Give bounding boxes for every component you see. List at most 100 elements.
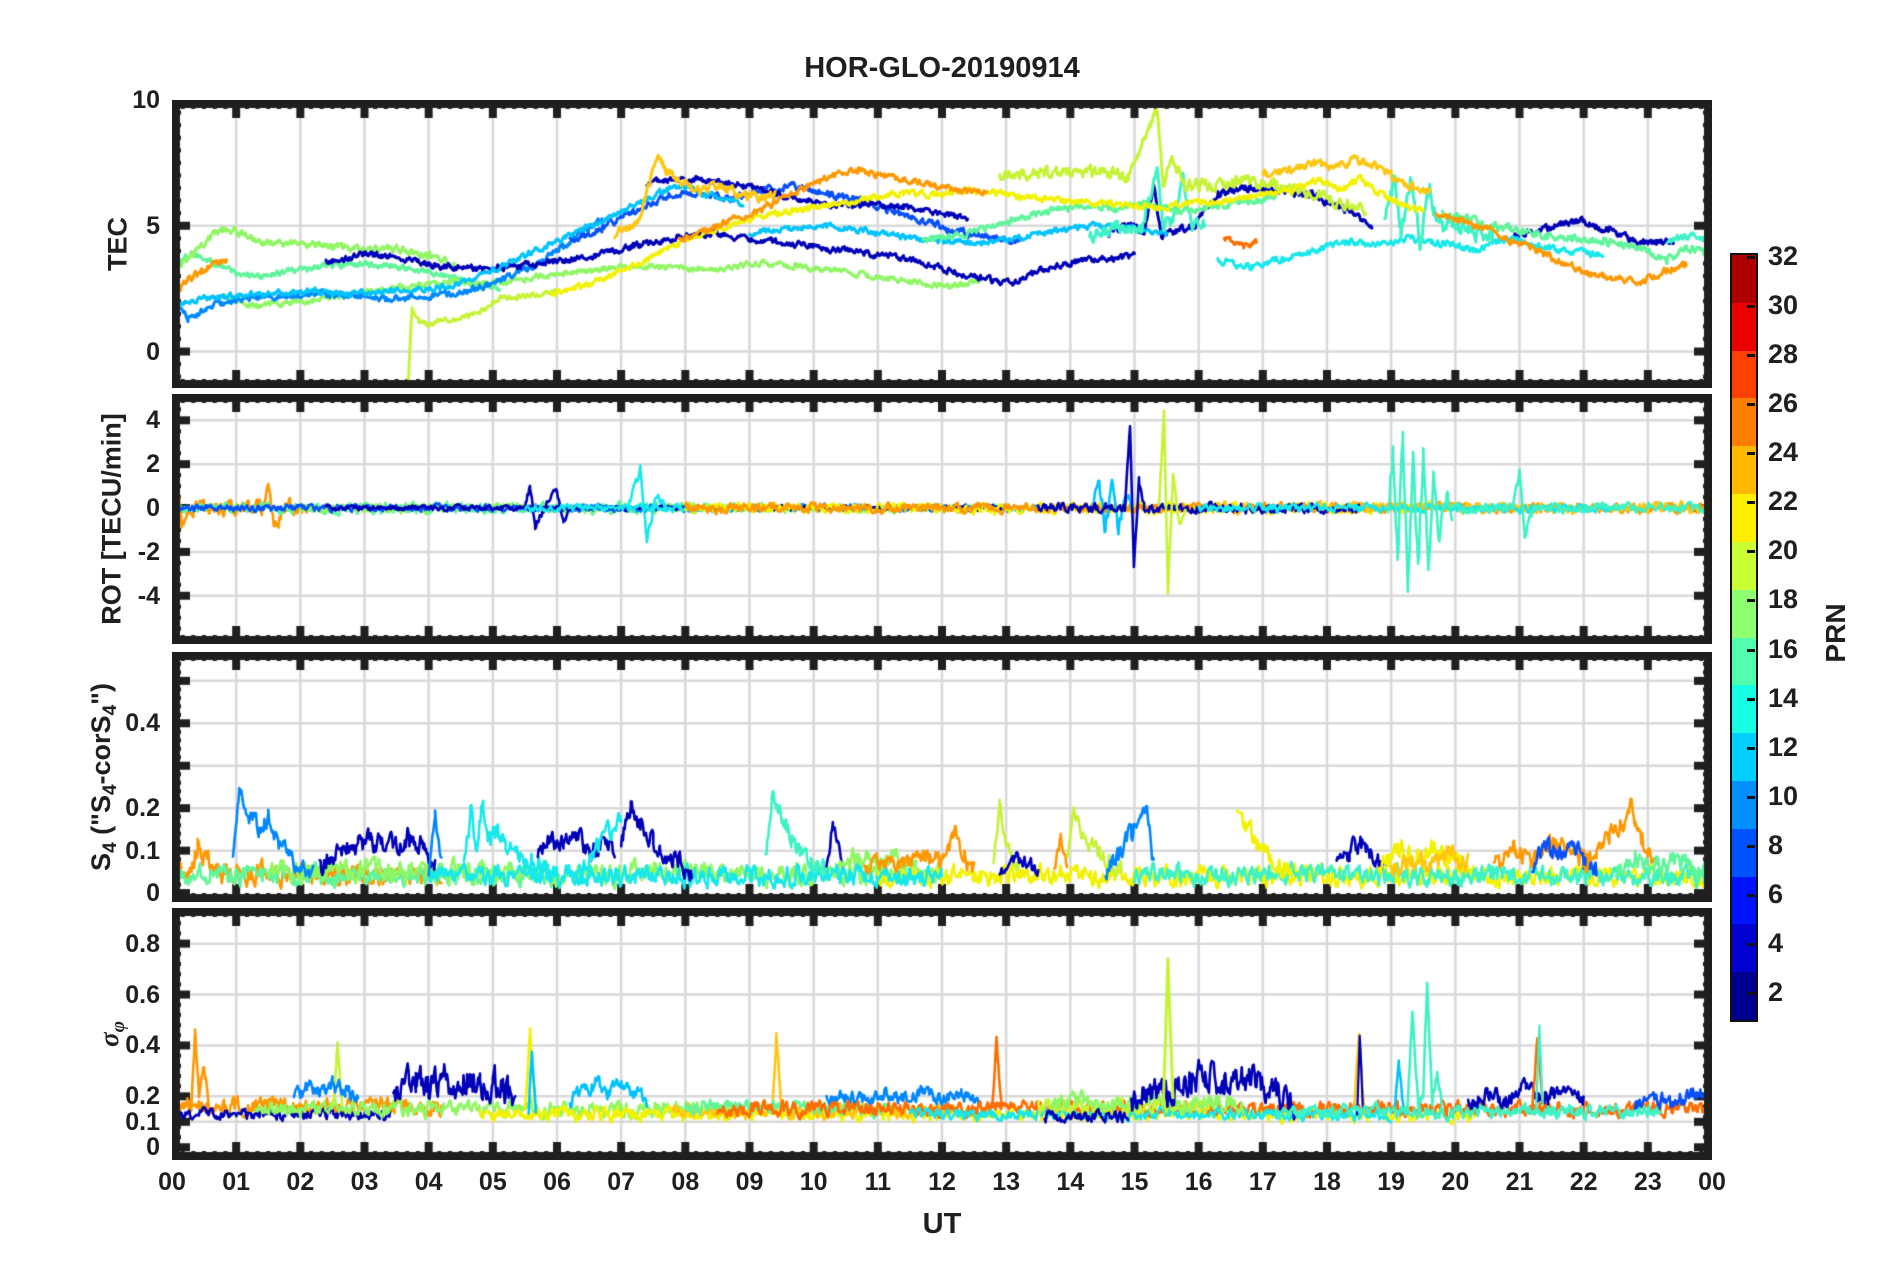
colorbar-band — [1732, 972, 1756, 1020]
y-tick-label: 0.4 — [125, 709, 160, 738]
x-tick-label: 14 — [1056, 1168, 1085, 1196]
colorbar-band — [1732, 541, 1756, 590]
panel-s4 — [172, 652, 1712, 902]
y-tick-label: 0 — [146, 1133, 160, 1162]
x-tick-label: 18 — [1313, 1168, 1341, 1196]
x-tick-label: 11 — [864, 1168, 892, 1196]
x-tick-label: 17 — [1248, 1168, 1277, 1196]
colorbar-tick — [1747, 648, 1755, 652]
colorbar-tick — [1747, 992, 1755, 995]
colorbar-band — [1732, 589, 1756, 638]
x-tick-label: 04 — [414, 1168, 443, 1196]
colorbar-tick-label: 6 — [1768, 878, 1784, 909]
colorbar-tick — [1747, 746, 1755, 750]
y-tick-label: -4 — [137, 581, 160, 610]
colorbar-tick-label: 4 — [1768, 927, 1784, 958]
x-tick-label: 06 — [543, 1168, 571, 1196]
ylabel-text: ") — [85, 683, 116, 705]
x-tick-label: 20 — [1441, 1168, 1470, 1196]
y-tick-label: -2 — [137, 537, 160, 566]
colorbar-tick — [1747, 942, 1755, 946]
colorbar-tick-label: 22 — [1768, 486, 1799, 517]
colorbar-tick — [1747, 697, 1755, 701]
colorbar-band — [1732, 398, 1756, 447]
x-tick-label: 00 — [1698, 1168, 1726, 1196]
colorbar-tick — [1747, 599, 1755, 603]
colorbar-tick — [1747, 354, 1755, 358]
colorbar-band — [1732, 876, 1756, 925]
colorbar-tick — [1747, 844, 1755, 848]
colorbar-band — [1732, 350, 1756, 399]
y-tick-label: 4 — [146, 406, 160, 435]
panel-rot — [172, 394, 1712, 644]
colorbar-band — [1732, 255, 1756, 303]
x-tick-label: 23 — [1633, 1168, 1662, 1196]
colorbar-tick-label: 12 — [1768, 731, 1799, 762]
y-tick-label: 0 — [146, 337, 160, 366]
x-tick-label: 15 — [1120, 1168, 1149, 1196]
colorbar-tick-label: 30 — [1768, 290, 1799, 321]
colorbar-tick-label: 26 — [1768, 388, 1799, 419]
y-tick-label: 0.1 — [125, 1107, 160, 1136]
panel-sigmaphi — [172, 908, 1712, 1160]
y-tick-label: 0.2 — [125, 1082, 160, 1111]
colorbar-tick — [1747, 501, 1755, 505]
x-tick-label: 05 — [478, 1168, 507, 1196]
colorbar-tick-label: 18 — [1768, 584, 1799, 615]
y-tick-label: 0.1 — [125, 836, 160, 865]
colorbar-band — [1732, 828, 1756, 877]
chart-title: HOR-GLO-20190914 — [804, 52, 1080, 84]
x-tick-label: 03 — [350, 1168, 379, 1196]
colorbar-tick-label: 20 — [1768, 535, 1799, 566]
y-tick-label: 10 — [132, 86, 160, 114]
x-tick-label: 02 — [286, 1168, 315, 1196]
colorbar-tick-label: 10 — [1768, 780, 1799, 811]
x-tick-label: 21 — [1505, 1168, 1534, 1196]
x-tick-label: 09 — [735, 1168, 764, 1196]
y-tick-label: 0.8 — [125, 929, 160, 958]
colorbar-band — [1732, 924, 1756, 973]
colorbar-tick — [1747, 893, 1755, 897]
colorbar-band — [1732, 780, 1756, 829]
x-axis-label: UT — [922, 1208, 962, 1240]
panel-sigmaphi-canvas — [172, 908, 1712, 1160]
colorbar-tick-label: 14 — [1768, 682, 1799, 713]
x-tick-label: 19 — [1377, 1168, 1406, 1196]
colorbar-tick-label: 2 — [1768, 977, 1784, 1007]
y-tick-label: 2 — [146, 450, 160, 479]
colorbar-tick-label: 8 — [1768, 829, 1784, 860]
y-tick-label: 0.6 — [125, 980, 160, 1009]
colorbar — [1730, 253, 1758, 1022]
colorbar-tick — [1747, 256, 1755, 259]
colorbar-tick — [1747, 550, 1755, 554]
colorbar-tick-label: 16 — [1768, 633, 1799, 664]
colorbar-band — [1732, 302, 1756, 351]
x-tick-label: 22 — [1569, 1168, 1598, 1196]
y-tick-label: 0.4 — [125, 1031, 160, 1060]
x-tick-label: 01 — [222, 1168, 251, 1196]
y-tick-label: 0 — [146, 879, 160, 908]
x-tick-label: 00 — [158, 1168, 186, 1196]
colorbar-tick-label: 28 — [1768, 339, 1799, 370]
colorbar-tick — [1747, 403, 1755, 407]
y-tick-label: 0 — [146, 494, 160, 523]
colorbar-label: PRN — [1820, 603, 1851, 663]
y-tick-label: 5 — [146, 211, 160, 240]
x-tick-label: 07 — [607, 1168, 636, 1196]
colorbar-tick — [1747, 452, 1755, 456]
colorbar-band — [1732, 637, 1756, 686]
x-tick-label: 08 — [671, 1168, 700, 1196]
colorbar-band — [1732, 685, 1756, 734]
y-tick-label: 0.2 — [125, 794, 160, 823]
panel-tec-canvas — [172, 100, 1712, 388]
colorbar-tick-label: 24 — [1768, 437, 1799, 468]
x-tick-label: 16 — [1184, 1168, 1213, 1196]
panel-s4-canvas — [172, 652, 1712, 902]
colorbar-band — [1732, 733, 1756, 781]
panel-rot-canvas — [172, 394, 1712, 644]
colorbar-tick — [1747, 795, 1755, 799]
panel-tec — [172, 100, 1712, 388]
colorbar-tick-label: 32 — [1768, 241, 1799, 271]
x-tick-label: 10 — [799, 1168, 828, 1196]
